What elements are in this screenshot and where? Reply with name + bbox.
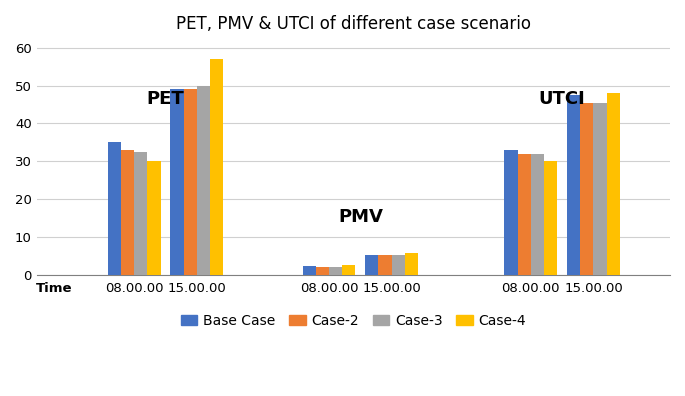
Bar [147,161,160,275]
Bar [184,89,197,275]
Text: PET: PET [147,90,184,108]
Title: PET, PMV & UTCI of different case scenario: PET, PMV & UTCI of different case scenar… [176,15,531,33]
Bar [210,59,223,275]
Bar [405,253,418,275]
Bar [607,93,620,275]
Bar [580,103,593,275]
Bar [378,255,392,275]
Bar [316,267,329,275]
Bar [134,152,147,275]
Bar [593,103,607,275]
Text: UTCI: UTCI [539,90,586,108]
Text: PMV: PMV [338,208,383,226]
Bar [171,89,184,275]
Legend: Base Case, Case-2, Case-3, Case-4: Base Case, Case-2, Case-3, Case-4 [175,308,532,333]
Bar [392,255,405,275]
Bar [342,265,356,275]
Bar [544,161,558,275]
Bar [518,154,531,275]
Bar [365,255,378,275]
Bar [121,150,134,275]
Bar [303,266,316,275]
Bar [108,142,121,275]
Bar [329,267,342,275]
Bar [504,150,518,275]
Bar [197,86,210,275]
Bar [531,154,544,275]
Bar [567,95,580,275]
